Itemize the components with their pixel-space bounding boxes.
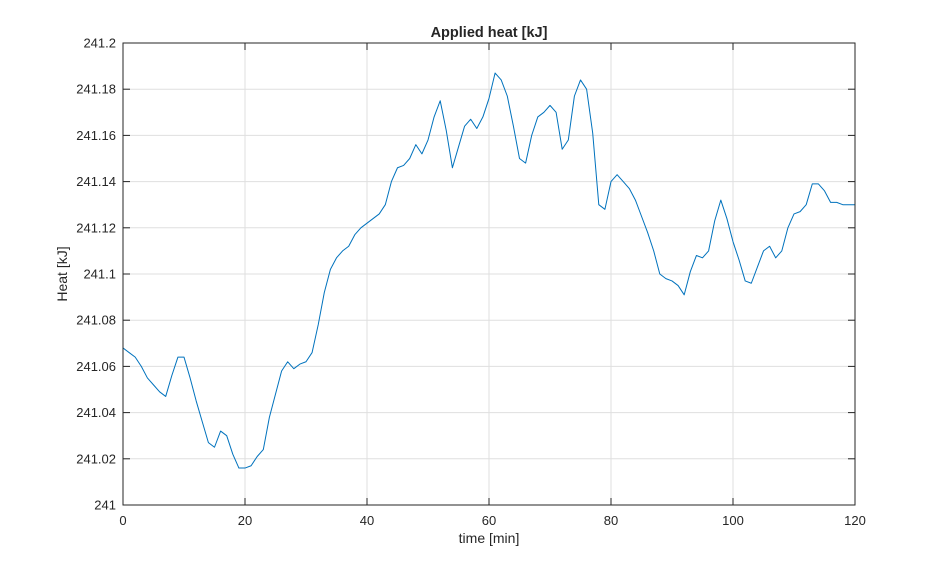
y-tick-label: 241.02	[76, 451, 116, 466]
y-tick-label: 241.04	[76, 405, 116, 420]
series-layer	[122, 72, 855, 469]
x-ticks	[122, 43, 856, 505]
x-tick-label: 120	[844, 513, 866, 528]
y-tick-label: 241.06	[76, 359, 116, 374]
y-tick-label: 241.1	[83, 267, 116, 282]
y-tick-label: 241.12	[76, 220, 116, 235]
y-tick-labels: 241 241.02 241.04 241.06 241.08 241.1 241.12 24…	[76, 36, 116, 513]
y-grid	[123, 88, 855, 460]
x-axis-label: time [min]	[459, 530, 520, 546]
y-tick-label: 241.18	[76, 82, 116, 97]
y-axis-label: Heat [kJ]	[54, 246, 70, 301]
y-tick-label: 241.08	[76, 313, 116, 328]
y-tick-label: 241.14	[76, 174, 116, 189]
x-tick-label: 40	[360, 513, 374, 528]
y-ticks	[123, 42, 855, 506]
chart-title: Applied heat [kJ]	[431, 25, 548, 41]
series-line	[122, 72, 855, 469]
y-tick-label: 241.16	[76, 128, 116, 143]
x-tick-label: 100	[722, 513, 744, 528]
x-tick-label: 20	[238, 513, 252, 528]
y-tick-label: 241	[94, 498, 116, 513]
x-tick-labels: 0 20 40 60 80 100 120	[119, 513, 865, 528]
x-tick-label: 80	[604, 513, 618, 528]
y-tick-label: 241.2	[83, 36, 116, 51]
x-tick-label: 60	[482, 513, 496, 528]
x-tick-label: 0	[119, 513, 126, 528]
